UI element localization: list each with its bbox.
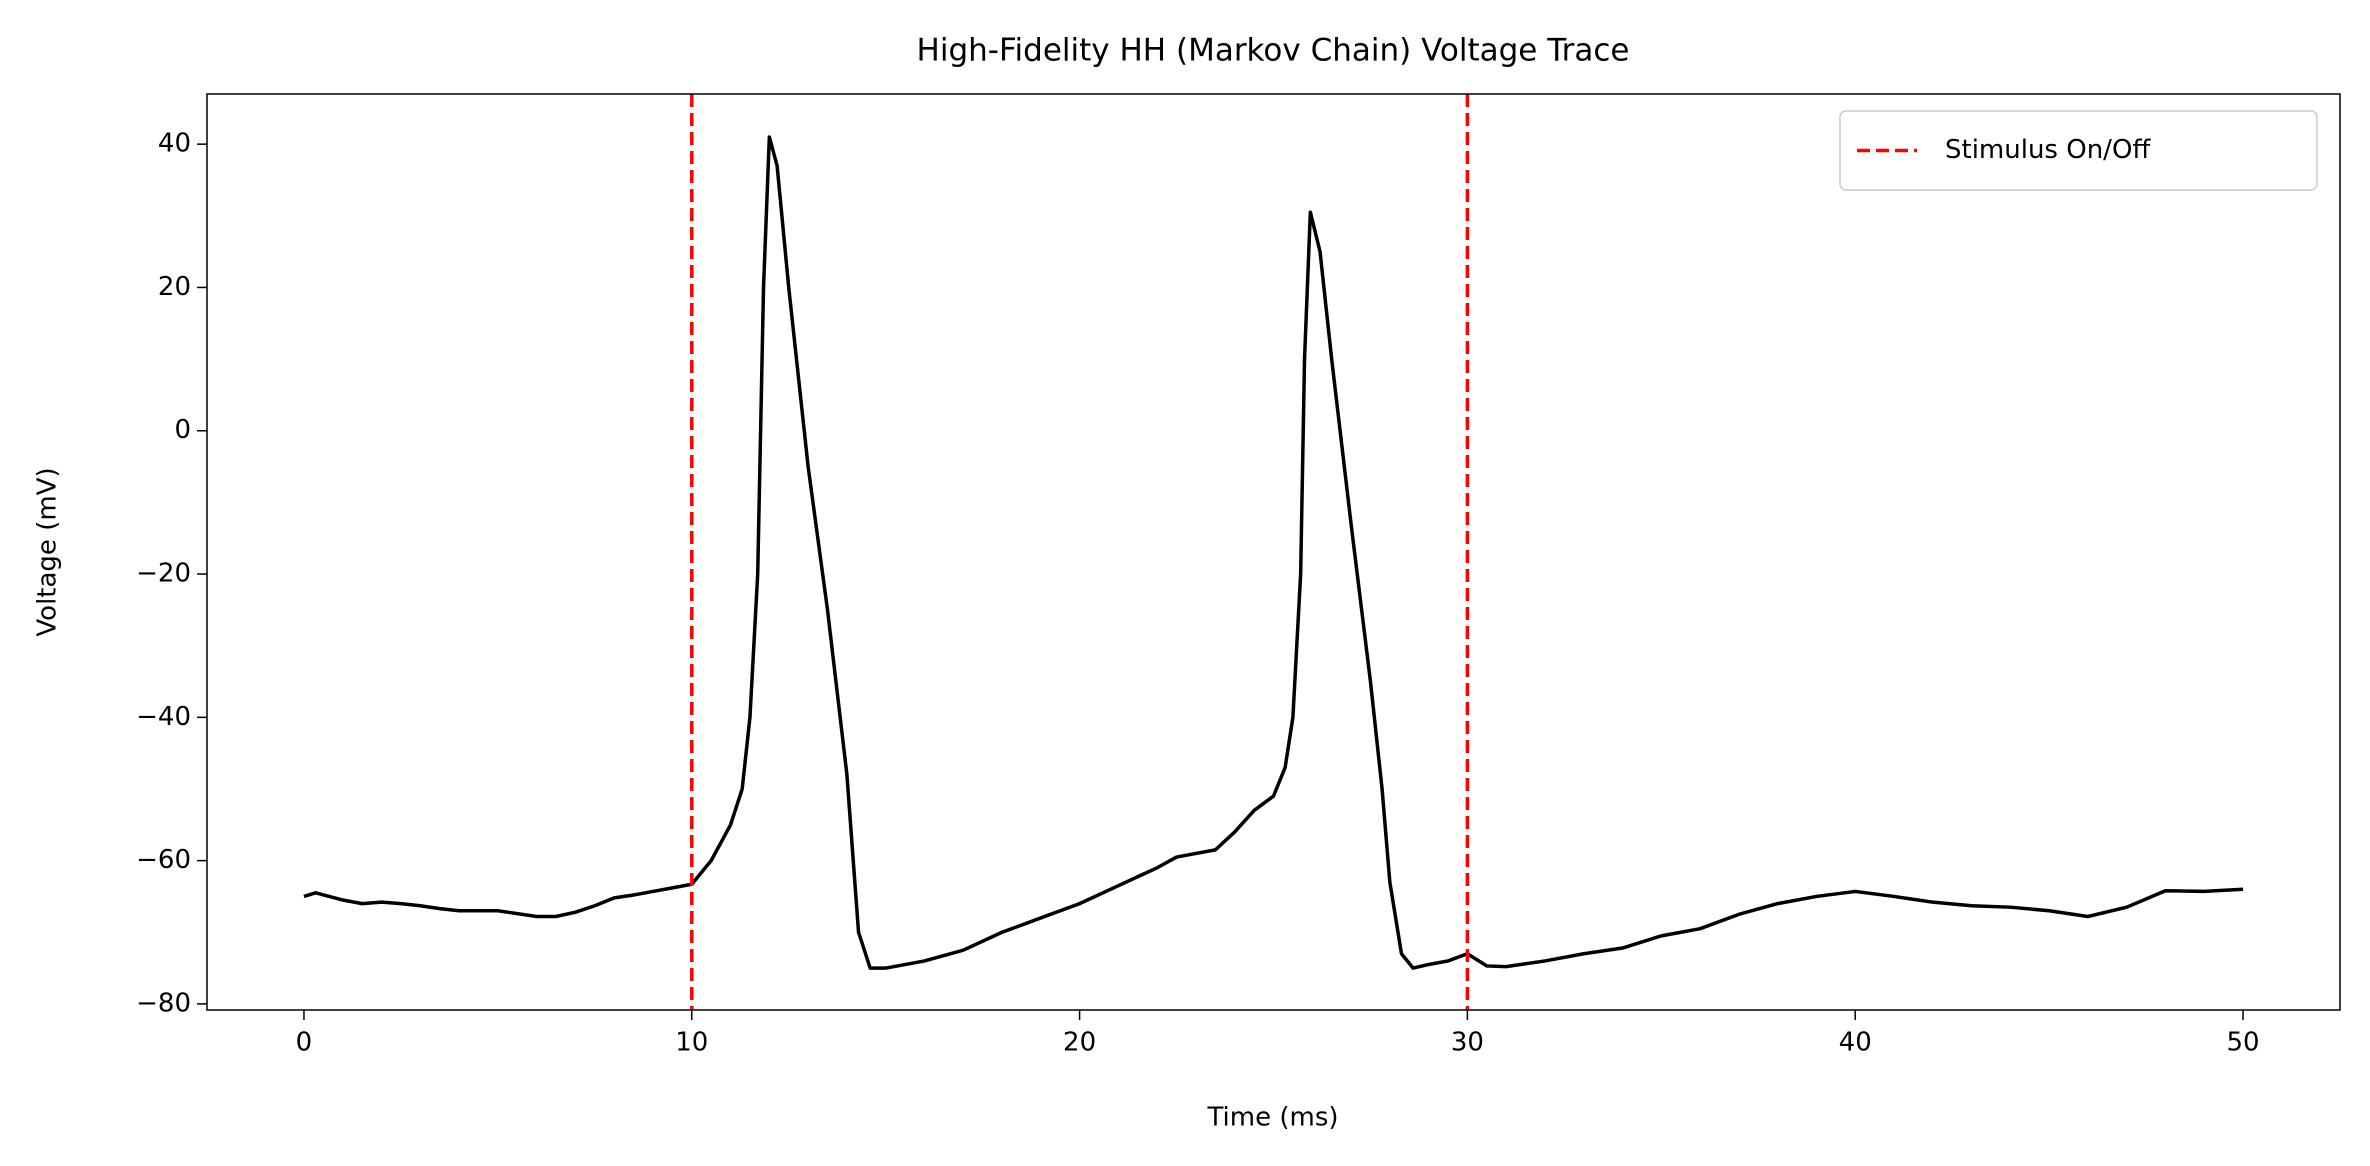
x-tick-label: 30 [1451, 1028, 1484, 1058]
chart-title: High-Fidelity HH (Markov Chain) Voltage … [917, 33, 1630, 69]
y-tick-label: −60 [136, 845, 191, 875]
y-tick-label: 40 [158, 129, 191, 159]
y-tick-label: 20 [158, 272, 191, 302]
y-axis-label: Voltage (mV) [33, 467, 63, 636]
x-tick-label: 40 [1839, 1028, 1872, 1058]
legend-box [1839, 110, 2318, 191]
x-axis-label: Time (ms) [1206, 1103, 1338, 1133]
x-tick-label: 20 [1063, 1028, 1096, 1058]
plot-frame [206, 93, 2341, 1011]
x-tick-label: 0 [296, 1028, 313, 1058]
y-tick-label: 0 [174, 415, 191, 445]
y-tick-label: −20 [136, 559, 191, 589]
x-tick-label: 10 [675, 1028, 708, 1058]
y-tick-label: −40 [136, 702, 191, 732]
legend-label: Stimulus On/Off [1945, 135, 2151, 165]
voltage-line [303, 135, 2244, 970]
y-tick-label: −80 [136, 988, 191, 1018]
x-tick-label: 50 [2226, 1028, 2259, 1058]
